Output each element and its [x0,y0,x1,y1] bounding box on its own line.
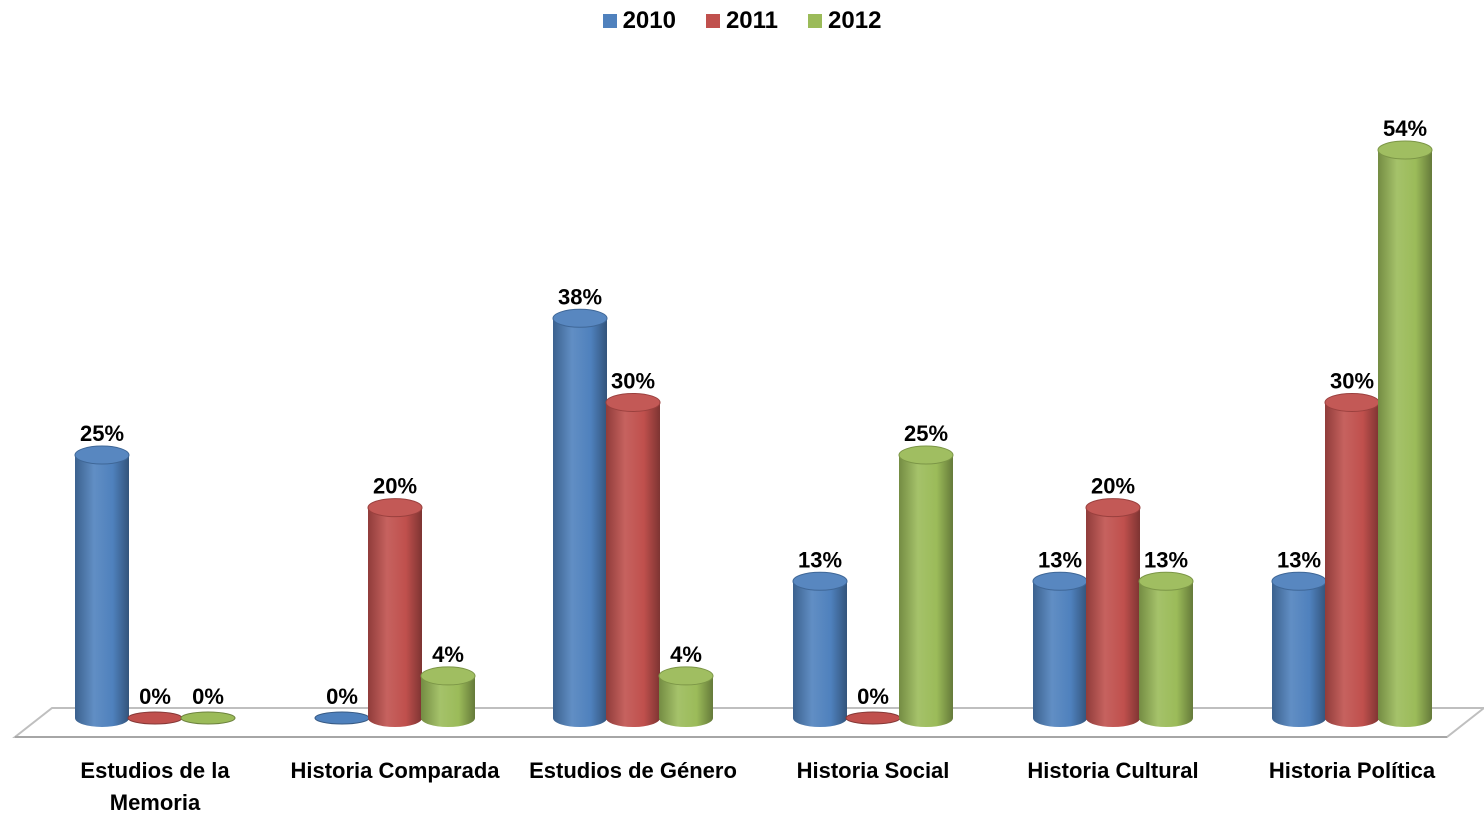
bar-2010-4 [1032,571,1088,727]
bar-2012-4 [1138,571,1194,727]
legend-label: 2011 [725,7,779,34]
data-label-2010-4: 13% [1038,547,1082,572]
data-label-2010-1: 0% [326,684,358,709]
legend-swatch [602,14,617,28]
legend: 2010 2011 2012 [0,7,1484,35]
bar-2010-3 [792,571,848,727]
data-label-2010-5: 13% [1277,547,1321,572]
data-label-2012-4: 13% [1144,547,1188,572]
bar-2012-5 [1377,140,1433,727]
bar-2011-2 [605,392,661,727]
chart-bars [74,140,1433,727]
bar-2010-5 [1271,571,1327,727]
data-label-2012-3: 25% [904,421,948,446]
data-label-2011-1: 20% [373,474,417,499]
data-label-2010-3: 13% [798,547,842,572]
bar-2012-0 [180,711,236,725]
legend-label: 2012 [828,7,882,34]
bar-2011-1 [367,498,423,727]
bar-2012-2 [658,666,714,727]
legend-label: 2010 [622,7,676,34]
bar-2011-3 [845,711,901,725]
legend-item-2012: 2012 [808,7,881,35]
bar-2012-3 [898,445,954,727]
floor-plane [12,707,1484,738]
bar-2010-0 [74,445,130,727]
data-label-2011-3: 0% [857,684,889,709]
data-label-2012-1: 4% [432,642,464,667]
bar-2012-1 [420,666,476,727]
bar-2010-1 [314,711,370,725]
legend-item-2011: 2011 [705,7,779,35]
data-label-2011-0: 0% [139,684,171,709]
legend-swatch [705,14,720,28]
bar-2011-5 [1324,392,1380,727]
data-label-2012-5: 54% [1383,116,1427,141]
legend-swatch [808,14,823,28]
bar-2010-2 [552,308,608,727]
data-label-2012-2: 4% [670,642,702,667]
data-label-2010-0: 25% [80,421,124,446]
data-label-2011-2: 30% [611,368,655,393]
data-label-2011-5: 30% [1330,368,1374,393]
bar-2011-0 [127,711,183,725]
data-label-2011-4: 20% [1091,474,1135,499]
bar-2011-4 [1085,498,1141,727]
data-labels: 25% 0% 0% 0% 20% 4% 38% 30% 4% 13% 0% 25% 13% 20% 13% 1… [80,116,1427,709]
chart-floor [12,707,1484,738]
data-label-2010-2: 38% [558,284,602,309]
data-label-2012-0: 0% [192,684,224,709]
legend-item-2010: 2010 [602,7,676,35]
